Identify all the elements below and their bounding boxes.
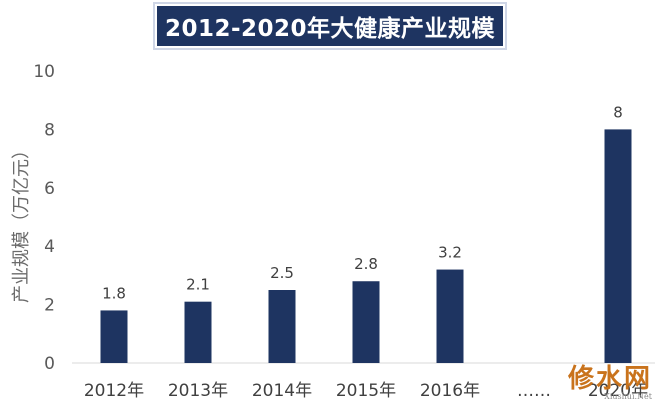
data-label: 8	[613, 103, 623, 121]
bar	[268, 290, 296, 363]
x-tick-label: 2016年	[420, 381, 480, 401]
bar	[436, 269, 464, 363]
data-label: 3.2	[438, 244, 462, 262]
x-tick-label: ……	[517, 381, 551, 401]
data-label: 2.5	[270, 264, 294, 282]
bar	[604, 129, 632, 363]
y-tick-label: 10	[33, 62, 55, 82]
data-label: 2.1	[186, 276, 210, 294]
watermark-subtext: Xiushui.Net	[604, 392, 652, 401]
chart-title: 2012-2020年大健康产业规模	[164, 16, 496, 42]
data-label: 2.8	[354, 255, 378, 273]
bar	[100, 310, 128, 363]
y-tick-label: 8	[44, 120, 55, 140]
bar	[352, 281, 380, 363]
chart-title-banner: 2012-2020年大健康产业规模	[157, 6, 503, 46]
y-tick-label: 6	[44, 179, 55, 199]
x-tick-label: 2012年	[84, 381, 144, 401]
y-tick-label: 2	[44, 296, 55, 316]
watermark-text: 修水网	[567, 364, 652, 394]
x-tick-label: 2020年	[588, 381, 648, 401]
y-tick-label: 4	[44, 237, 55, 257]
y-tick-label: 0	[44, 354, 55, 374]
x-tick-label: 2015年	[336, 381, 396, 401]
data-label: 1.8	[102, 284, 126, 302]
bar	[184, 301, 212, 363]
watermark-logo: 修水网 Xiushui.Net	[568, 366, 652, 401]
x-tick-label: 2013年	[168, 381, 228, 401]
x-tick-label: 2014年	[252, 381, 312, 401]
